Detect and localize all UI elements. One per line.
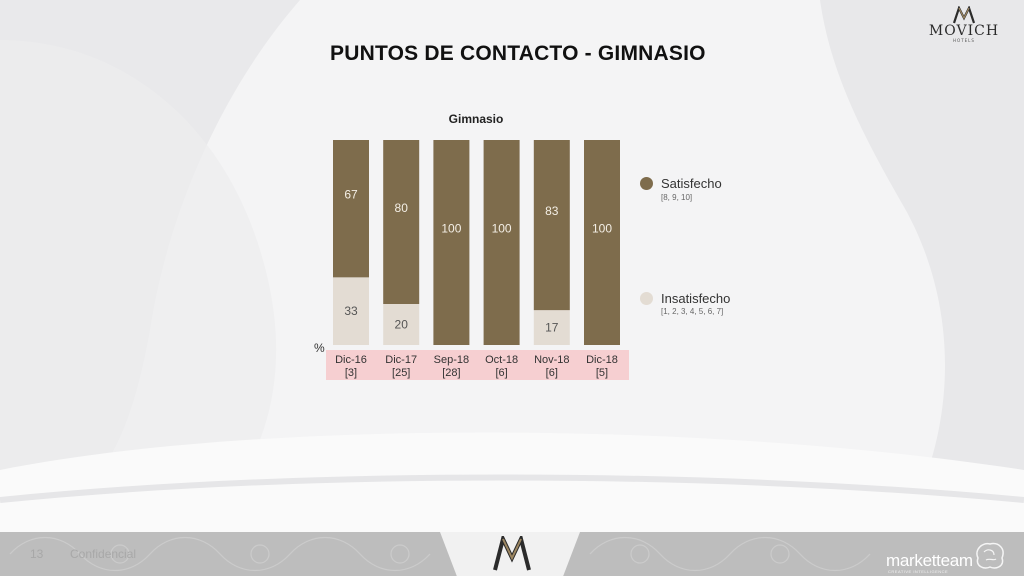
bar-satisfecho-5 — [584, 140, 620, 345]
legend-insatisfecho-label: Insatisfecho — [661, 291, 731, 306]
bar-satisfecho-2 — [433, 140, 470, 345]
category-label-0: Dic-16 — [335, 354, 367, 366]
footer-monogram-icon — [493, 536, 531, 571]
bar-insatisfecho-0 — [333, 277, 369, 345]
data-label-satisfecho-0: 67 — [344, 188, 358, 202]
data-label-satisfecho-4: 83 — [545, 204, 559, 218]
bar-satisfecho-4 — [533, 140, 570, 311]
data-label-satisfecho-2: 100 — [441, 222, 461, 236]
legend-satisfecho-scale: [8, 9, 10] — [661, 193, 693, 202]
partner-brain-icon — [976, 542, 1004, 569]
logo-brand: MOVICH — [928, 23, 1000, 39]
footer-note: Confidencial — [70, 547, 137, 561]
legend-satisfecho-label: Satisfecho — [661, 176, 722, 191]
data-label-insatisfecho-4: 17 — [545, 321, 559, 335]
category-label-2: Sep-18 — [434, 354, 469, 366]
sample-size-label-0: [3] — [345, 367, 357, 379]
unit-label: % — [314, 341, 325, 355]
bar-satisfecho-3 — [483, 140, 520, 345]
movich-monogram-icon — [953, 6, 975, 24]
data-label-satisfecho-5: 100 — [592, 222, 612, 236]
data-label-insatisfecho-0: 33 — [344, 304, 358, 318]
sample-size-label-1: [25] — [392, 367, 410, 379]
bar-insatisfecho-1 — [383, 304, 420, 345]
page-title: PUNTOS DE CONTACTO - GIMNASIO — [330, 42, 706, 65]
page-number: 13 — [30, 547, 44, 561]
sample-size-label-5: [5] — [596, 367, 608, 379]
legend-satisfecho-swatch — [640, 177, 653, 190]
data-label-insatisfecho-1: 20 — [395, 318, 409, 332]
movich-logo: MOVICH HOTELS — [924, 6, 1004, 44]
bar-satisfecho-0 — [333, 140, 369, 278]
chart-title: Gimnasio — [448, 112, 504, 126]
bar-satisfecho-1 — [383, 140, 420, 304]
category-label-3: Oct-18 — [485, 354, 518, 366]
bar-insatisfecho-4 — [533, 310, 570, 345]
category-label-1: Dic-17 — [385, 354, 417, 366]
data-label-satisfecho-1: 80 — [395, 201, 409, 215]
footer-ornament — [9, 536, 871, 572]
partner-logo-text: marketteam — [886, 551, 973, 570]
legend-insatisfecho-swatch — [640, 292, 653, 305]
partner-tagline: CREATIVE INTELLIGENCE — [888, 569, 949, 574]
category-label-5: Dic-18 — [586, 354, 618, 366]
data-label-satisfecho-3: 100 — [492, 222, 512, 236]
legend-insatisfecho-scale: [1, 2, 3, 4, 5, 6, 7] — [661, 307, 724, 316]
sample-size-label-2: [28] — [442, 367, 460, 379]
category-band — [326, 350, 629, 380]
category-label-4: Nov-18 — [534, 354, 569, 366]
logo-subtext: HOTELS — [953, 38, 975, 43]
sample-size-label-4: [6] — [546, 367, 558, 379]
sample-size-label-3: [6] — [495, 367, 507, 379]
